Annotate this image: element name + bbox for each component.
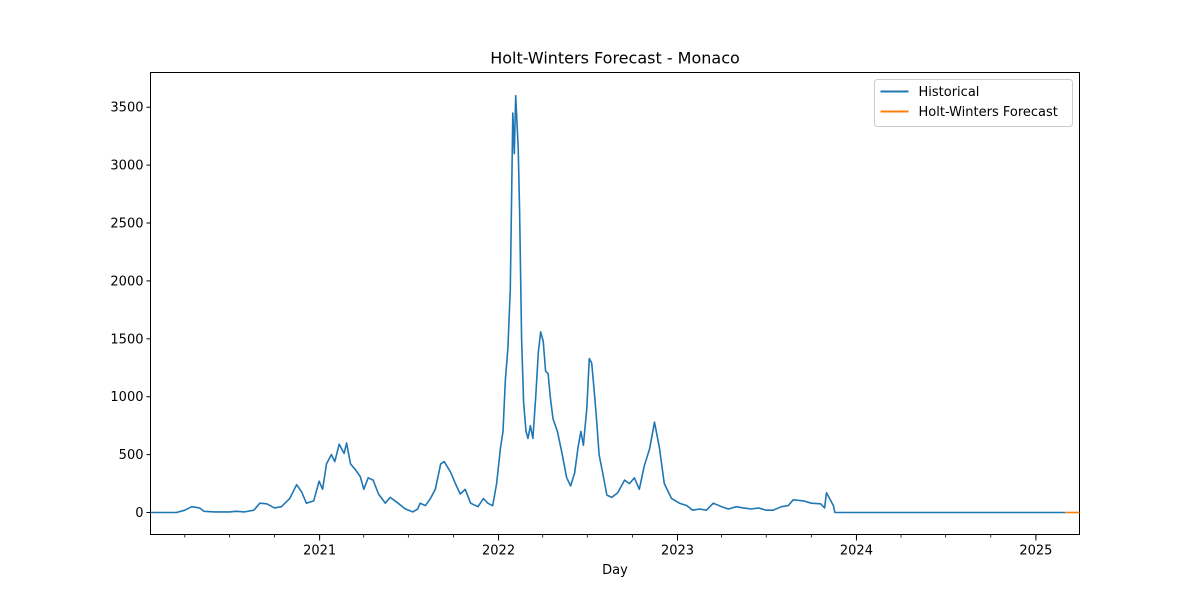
plot-area — [150, 72, 1080, 535]
y-tick-label: 1500 — [110, 332, 143, 347]
x-tick-label: 2022 — [482, 544, 515, 559]
series-layer — [150, 94, 1080, 514]
plot-frame — [150, 72, 1080, 535]
legend-label: Holt-Winters Forecast — [919, 105, 1058, 120]
x-tick-label: 2023 — [661, 544, 694, 559]
legend: Historical Holt-Winters Forecast — [874, 79, 1073, 127]
legend-box — [874, 79, 1073, 127]
y-tick-label: 500 — [119, 448, 144, 463]
y-tick-label: 3500 — [110, 101, 143, 116]
chart-title: Holt-Winters Forecast - Monaco — [490, 49, 740, 68]
y-tick-label: 2000 — [110, 274, 143, 289]
series-line-historical — [150, 94, 1066, 514]
y-tick-label: 2500 — [110, 217, 143, 232]
y-axis: 0 500 1000 1500 2000 2500 3000 3500 — [110, 101, 151, 521]
x-tick-label: 2021 — [303, 544, 336, 559]
y-tick-label: 1000 — [110, 390, 143, 405]
x-axis: 2021 2022 2023 2024 2025 — [184, 534, 1052, 559]
x-axis-label: Day — [602, 563, 628, 578]
legend-label: Historical — [919, 85, 980, 100]
y-tick-label: 3000 — [110, 159, 143, 174]
y-tick-label: 0 — [135, 506, 143, 521]
x-tick-label: 2024 — [840, 544, 873, 559]
x-tick-label: 2025 — [1019, 544, 1052, 559]
